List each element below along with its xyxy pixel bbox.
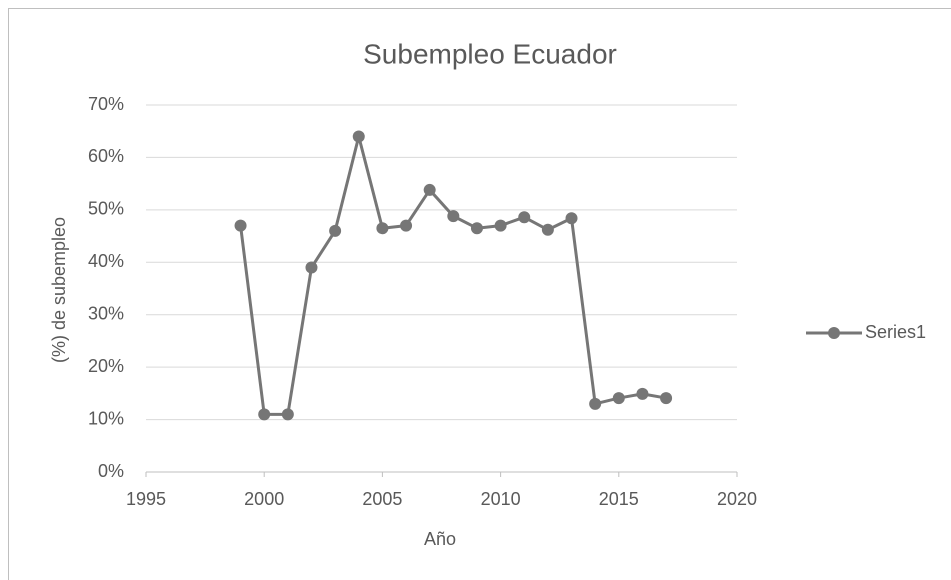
y-tick-label: 10% <box>88 408 124 428</box>
point <box>518 211 531 224</box>
chart-title: Subempleo Ecuador <box>363 38 617 69</box>
x-axis-label: Año <box>424 529 456 549</box>
x-tick-label: 2000 <box>244 489 284 509</box>
point <box>400 219 413 232</box>
chart-border <box>8 8 951 580</box>
y-tick-label: 60% <box>88 146 124 166</box>
y-tick-label: 0% <box>98 461 124 481</box>
point <box>234 219 247 232</box>
point <box>589 397 602 410</box>
point <box>612 392 625 405</box>
x-tick-label: 1995 <box>126 489 166 509</box>
x-tick-label: 2015 <box>599 489 639 509</box>
point <box>447 210 460 223</box>
series-line <box>239 134 667 416</box>
point <box>305 261 318 274</box>
y-tick-label: 70% <box>88 94 124 114</box>
x-tick-label: 2010 <box>481 489 521 509</box>
x-tick-label: 2005 <box>362 489 402 509</box>
point <box>329 224 342 237</box>
y-tick-label: 20% <box>88 356 124 376</box>
point <box>494 219 507 232</box>
point <box>636 387 649 400</box>
x-tick-label: 2020 <box>717 489 757 509</box>
point <box>376 222 389 235</box>
point <box>281 408 294 421</box>
point <box>470 222 483 235</box>
y-tick-label: 40% <box>88 251 124 271</box>
point <box>660 392 673 405</box>
legend-label: Series1 <box>865 322 926 342</box>
point <box>541 223 554 236</box>
point <box>258 408 271 421</box>
y-tick-label: 30% <box>88 303 124 323</box>
point <box>352 130 365 143</box>
y-tick-label: 50% <box>88 199 124 219</box>
y-axis-label: (%) de subempleo <box>49 217 69 363</box>
point <box>565 212 578 225</box>
legend-marker <box>828 327 840 339</box>
point <box>423 183 436 196</box>
